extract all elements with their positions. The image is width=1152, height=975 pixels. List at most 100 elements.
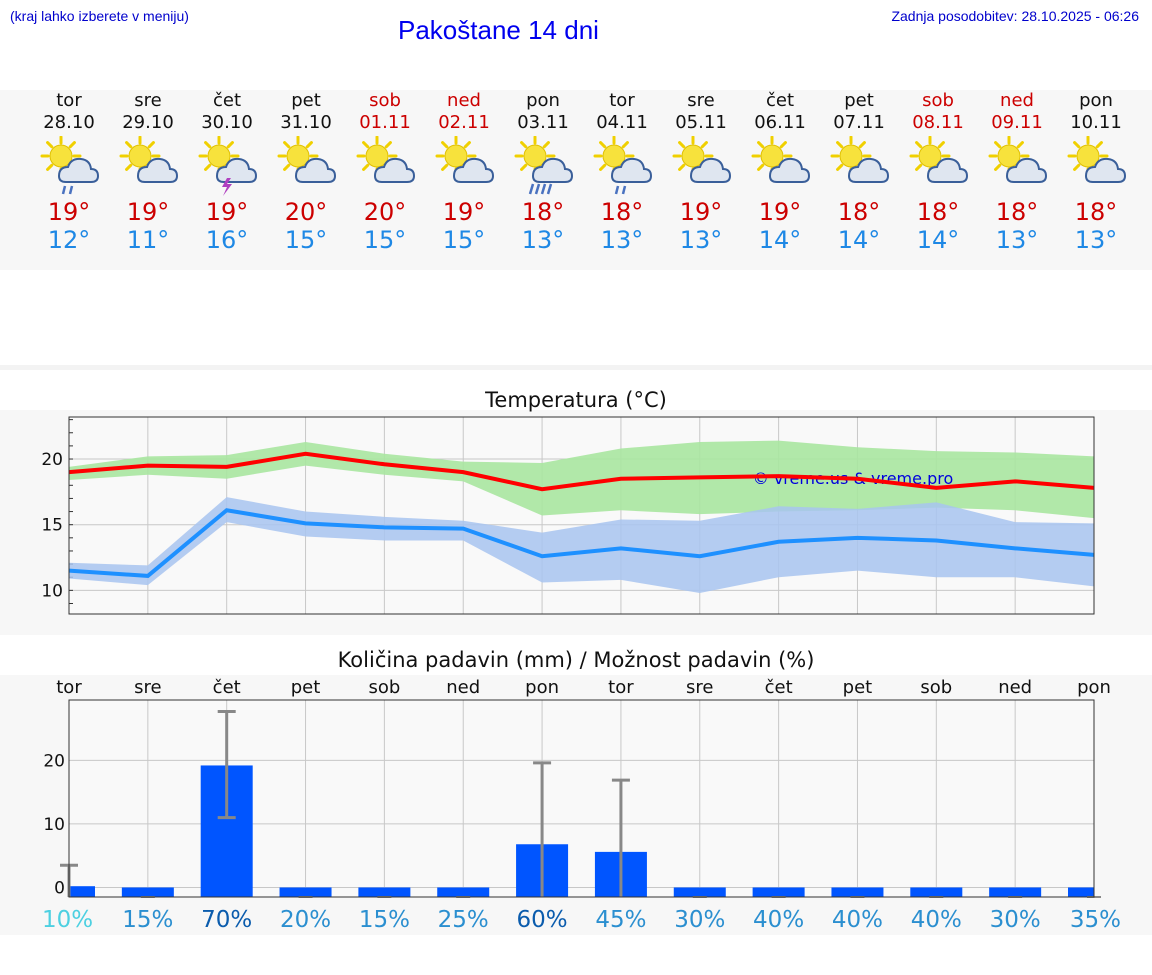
day-date: 29.10 (122, 112, 174, 133)
temp-max: 18° (916, 198, 960, 226)
temp-min: 15° (442, 226, 486, 254)
sun-cloud-rain-icon (29, 135, 109, 196)
y-tick-label: 20 (43, 751, 65, 771)
temp-min: 13° (995, 226, 1039, 254)
temp-min: 13° (600, 226, 644, 254)
day-date: 30.10 (201, 112, 253, 133)
rain-bar (69, 886, 95, 897)
y-tick-label: 10 (43, 815, 65, 835)
day-date: 01.11 (359, 112, 411, 133)
temp-min: 14° (758, 226, 802, 254)
rain-bar (673, 887, 726, 897)
precipitation-chart-title: Količina padavin (mm) / Možnost padavin … (337, 648, 815, 672)
precip-probability: 35% (1070, 907, 1121, 933)
x-tick-label: sre (134, 677, 161, 698)
day-name: pon (1079, 90, 1113, 111)
precip-probability: 60% (517, 907, 568, 933)
precip-probability: 30% (674, 907, 725, 933)
temp-min: 13° (521, 226, 565, 254)
x-tick-label: sob (368, 677, 400, 698)
sun-cloud-icon (108, 135, 188, 196)
x-tick-label: ned (446, 677, 480, 698)
day-name: pet (291, 90, 321, 111)
day-name: sob (369, 90, 401, 111)
last-update: Zadnja posodobitev: 28.10.2025 - 06:26 (891, 8, 1139, 24)
temp-max: 19° (47, 198, 91, 226)
page-title: Pakoštane 14 dni (398, 15, 599, 45)
sun-cloud-icon (819, 135, 899, 196)
rain-bar (358, 887, 411, 897)
separator (0, 365, 1152, 370)
day-date: 06.11 (754, 112, 806, 133)
day-name: sob (922, 90, 954, 111)
temp-min: 12° (47, 226, 91, 254)
precip-probability: 25% (438, 907, 489, 933)
rain-bar (1068, 887, 1094, 897)
y-tick-label: 20 (41, 450, 63, 470)
temperature-chart-title: Temperatura (°C) (485, 388, 667, 412)
sun-cloud-rain-icon (582, 135, 662, 196)
x-tick-label: čet (765, 677, 793, 698)
temp-min: 15° (363, 226, 407, 254)
x-tick-label: sre (686, 677, 713, 698)
day-name: ned (1000, 90, 1034, 111)
precip-probability: 40% (832, 907, 883, 933)
temp-min: 16° (205, 226, 249, 254)
min-temp-line (68, 508, 1095, 578)
x-tick-label: tor (56, 677, 82, 698)
temp-max: 20° (363, 198, 407, 226)
x-tick-label: pet (291, 677, 321, 698)
rain-bar (279, 887, 332, 897)
precip-probability: 70% (201, 907, 252, 933)
precip-probability: 10% (42, 907, 93, 933)
rain-bar (831, 887, 884, 897)
day-name: ned (447, 90, 481, 111)
day-date: 04.11 (596, 112, 648, 133)
day-date: 03.11 (517, 112, 569, 133)
x-tick-label: pet (843, 677, 873, 698)
y-tick-label: 0 (54, 878, 65, 898)
sun-cloud-icon (661, 135, 741, 196)
sun-cloud-icon (1056, 135, 1136, 196)
y-tick-label: 15 (41, 516, 63, 536)
temp-min: 15° (284, 226, 328, 254)
day-date: 07.11 (833, 112, 885, 133)
plot-frame (68, 416, 1095, 615)
plot-frame (68, 699, 1095, 898)
precip-probability: 20% (280, 907, 331, 933)
temp-max: 18° (837, 198, 881, 226)
day-date: 09.11 (991, 112, 1043, 133)
temp-max: 18° (600, 198, 644, 226)
precip-probability: 30% (990, 907, 1041, 933)
day-date: 28.10 (43, 112, 95, 133)
day-date: 02.11 (438, 112, 490, 133)
x-tick-label: sob (920, 677, 952, 698)
day-name: pon (526, 90, 560, 111)
day-date: 10.11 (1070, 112, 1122, 133)
max-temp-line (68, 451, 1095, 492)
x-tick-label: ned (998, 677, 1032, 698)
precip-probability: 45% (595, 907, 646, 933)
sun-cloud-icon (977, 135, 1057, 196)
x-tick-label: pon (525, 677, 559, 698)
temp-max: 20° (284, 198, 328, 226)
menu-hint: (kraj lahko izberete v meniju) (10, 8, 189, 24)
x-tick-label: čet (213, 677, 241, 698)
day-name: sre (134, 90, 162, 111)
temp-max: 18° (995, 198, 1039, 226)
max-temp-band (69, 440, 1094, 519)
day-date: 31.10 (280, 112, 332, 133)
rain-bar (437, 887, 490, 897)
temp-min: 11° (126, 226, 170, 254)
precip-probability: 40% (911, 907, 962, 933)
day-name: pet (844, 90, 874, 111)
sun-cloud-icon (345, 135, 425, 196)
day-name: tor (609, 90, 635, 111)
day-name: čet (212, 90, 242, 111)
day-date: 05.11 (675, 112, 727, 133)
temp-max: 18° (1074, 198, 1118, 226)
rain-bar (121, 887, 174, 897)
temp-min: 13° (679, 226, 723, 254)
temp-min: 14° (837, 226, 881, 254)
